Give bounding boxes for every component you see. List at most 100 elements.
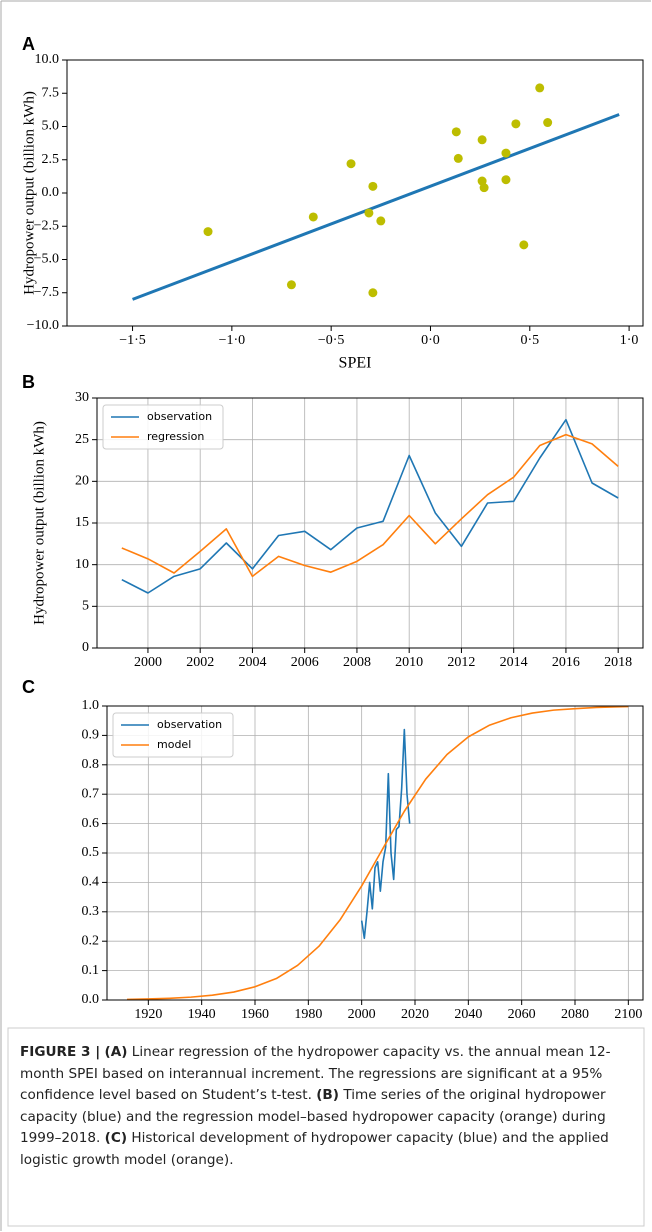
part-label: (B)	[316, 1087, 340, 1103]
legend-label: observation	[157, 718, 222, 731]
x-tick-label: 2012	[447, 655, 475, 670]
x-axis-label: SPEI	[339, 355, 372, 372]
y-tick-label: 0.8	[82, 757, 100, 772]
x-tick-label: 2060	[508, 1007, 536, 1022]
legend-box	[102, 404, 224, 450]
y-tick-label: 5.0	[42, 119, 60, 134]
x-tick-label: 0·5	[520, 333, 539, 348]
figure-label: FIGURE 3 |	[20, 1044, 101, 1060]
legend-box	[112, 712, 234, 758]
panel-label: C	[22, 677, 35, 697]
y-tick-label: 1.0	[82, 698, 100, 713]
x-tick-label: −1·0	[219, 333, 246, 348]
y-tick-label: 0.5	[82, 845, 100, 860]
x-tick-label: 2040	[454, 1007, 482, 1022]
y-tick-label: 7.5	[42, 85, 60, 100]
y-axis-label: Hydropower output (billion kWh)	[31, 421, 47, 625]
y-tick-label: −2.5	[34, 218, 59, 233]
point	[535, 83, 545, 93]
point	[368, 288, 378, 298]
y-tick-label: 2.5	[42, 152, 60, 167]
y-tick-label: 20	[75, 474, 89, 489]
y-tick-label: 0.0	[82, 992, 100, 1007]
point	[501, 148, 511, 158]
point	[368, 181, 378, 191]
y-tick-label: 0.1	[82, 963, 100, 978]
y-tick-label: 5	[82, 599, 89, 614]
x-tick-label: 2004	[238, 655, 266, 670]
x-tick-label: 2006	[291, 655, 319, 670]
point	[203, 227, 213, 237]
x-tick-label: 2000	[134, 655, 162, 670]
legend-label: model	[157, 738, 191, 751]
part-text: Time series of the original hydropower c…	[20, 1087, 606, 1146]
axes-frame	[96, 397, 644, 649]
series-line	[126, 705, 629, 1001]
y-tick-label: 0.2	[82, 933, 100, 948]
part-label: (C)	[104, 1130, 128, 1146]
point	[451, 127, 461, 137]
point	[519, 240, 529, 250]
x-tick-label: 1960	[241, 1007, 269, 1022]
x-tick-label: 2010	[395, 655, 423, 670]
x-tick-label: 1940	[188, 1007, 216, 1022]
y-tick-label: 0	[82, 640, 89, 655]
point	[286, 280, 296, 290]
x-tick-label: 2002	[186, 655, 214, 670]
caption: FIGURE 3 | (A) Linear regression of the …	[20, 1042, 632, 1171]
x-tick-label: 2100	[614, 1007, 642, 1022]
point	[479, 183, 489, 193]
x-tick-label: 2020	[401, 1007, 429, 1022]
axes-frame	[106, 705, 644, 1001]
part-text: Historical development of hydropower cap…	[20, 1130, 609, 1168]
legend-label: regression	[147, 430, 204, 443]
x-tick-label: 2008	[343, 655, 371, 670]
point	[543, 118, 553, 128]
point	[364, 208, 374, 218]
point	[511, 119, 521, 129]
x-tick-label: 1980	[294, 1007, 322, 1022]
y-tick-label: −5.0	[34, 252, 59, 267]
panel-label: A	[22, 34, 35, 54]
caption-box	[7, 1027, 645, 1227]
x-tick-label: 2018	[604, 655, 632, 670]
x-tick-label: 2016	[552, 655, 580, 670]
legend-label: observation	[147, 410, 212, 423]
y-tick-label: −10.0	[27, 318, 59, 333]
x-tick-label: 1920	[134, 1007, 162, 1022]
y-tick-label: −7.5	[34, 285, 59, 300]
y-tick-label: 10	[75, 557, 89, 572]
y-tick-label: 30	[75, 390, 89, 405]
x-tick-label: 0·0	[421, 333, 440, 348]
part-text: Linear regression of the hydropower capa…	[20, 1044, 611, 1103]
y-tick-label: 0.9	[82, 728, 100, 743]
fit-line	[132, 113, 620, 301]
x-tick-label: −1·5	[119, 333, 146, 348]
y-tick-label: 25	[75, 432, 89, 447]
point	[346, 159, 356, 169]
point	[477, 135, 487, 145]
x-tick-label: 2014	[500, 655, 528, 670]
series-line	[360, 728, 411, 940]
part-label: (A)	[104, 1044, 128, 1060]
y-tick-label: 0.4	[82, 875, 100, 890]
y-tick-label: 0.7	[82, 786, 100, 801]
point	[308, 212, 318, 222]
series-line	[121, 433, 619, 578]
panel-label: B	[22, 372, 35, 392]
y-tick-label: 0.6	[82, 816, 100, 831]
y-tick-label: 15	[75, 515, 89, 530]
point	[376, 216, 386, 226]
axes-frame	[66, 59, 644, 327]
y-axis-label: Hydropower output (billion kWh)	[21, 91, 37, 295]
series-line	[121, 418, 619, 594]
x-tick-label: 1·0	[620, 333, 639, 348]
point	[453, 153, 463, 163]
y-tick-label: 0.3	[82, 904, 100, 919]
x-tick-label: 2000	[348, 1007, 376, 1022]
y-tick-label: 10.0	[35, 52, 60, 67]
y-tick-label: 0.0	[42, 185, 60, 200]
x-tick-label: 2080	[561, 1007, 589, 1022]
